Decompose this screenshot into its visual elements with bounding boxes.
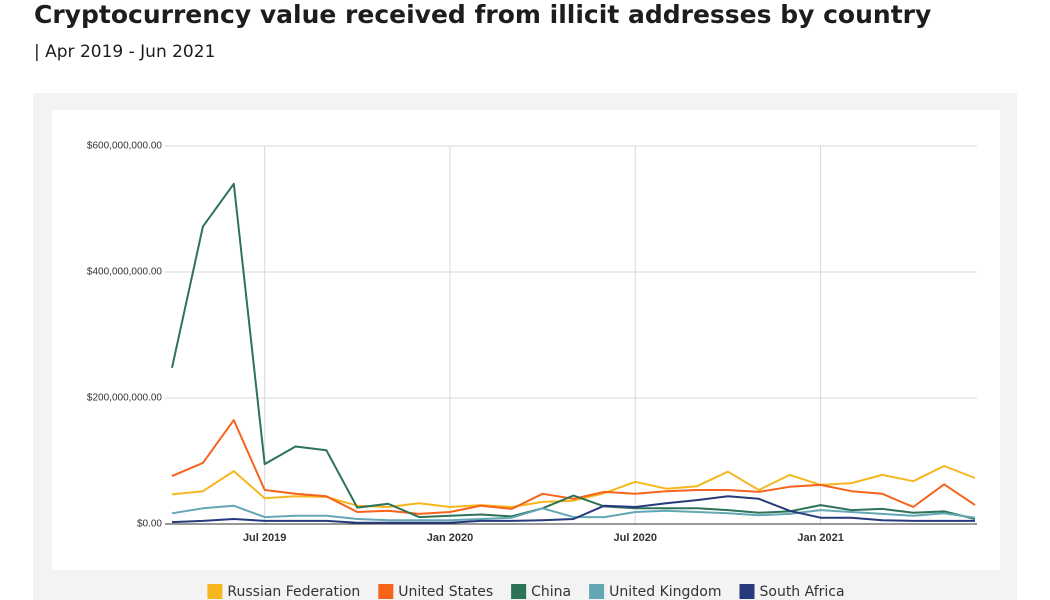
x-tick-label: Jul 2019 xyxy=(243,532,286,544)
y-tick-label: $0.00 xyxy=(137,519,162,530)
y-tick-label: $400,000,000.00 xyxy=(87,267,163,278)
legend-label: United States xyxy=(398,584,493,600)
series-line xyxy=(171,504,976,522)
x-tick-label: Jan 2021 xyxy=(797,532,843,544)
legend-label: South Africa xyxy=(759,584,844,600)
chart-subtitle: | Apr 2019 - Jun 2021 xyxy=(34,42,215,62)
legend-swatch xyxy=(739,584,755,599)
x-tick-label: Jul 2020 xyxy=(614,532,657,544)
series-line xyxy=(171,419,976,515)
legend-swatch xyxy=(207,584,223,599)
legend-label: United Kingdom xyxy=(609,584,721,600)
legend-label: China xyxy=(531,584,571,600)
y-tick-label: $200,000,000.00 xyxy=(87,393,163,404)
legend-swatch xyxy=(589,584,605,599)
series-line xyxy=(171,495,975,524)
plot-panel xyxy=(52,110,1000,570)
series-line xyxy=(171,182,976,520)
series-line xyxy=(171,465,976,508)
legend-swatch xyxy=(511,584,527,599)
x-tick-label: Jan 2020 xyxy=(427,532,473,544)
legend-swatch xyxy=(378,584,394,599)
y-tick-label: $600,000,000.00 xyxy=(87,141,163,152)
legend-label: Russian Federation xyxy=(227,584,360,600)
chart-title: Cryptocurrency value received from illic… xyxy=(34,0,931,29)
legend: Russian Federation United States China Unit… xyxy=(207,584,845,600)
